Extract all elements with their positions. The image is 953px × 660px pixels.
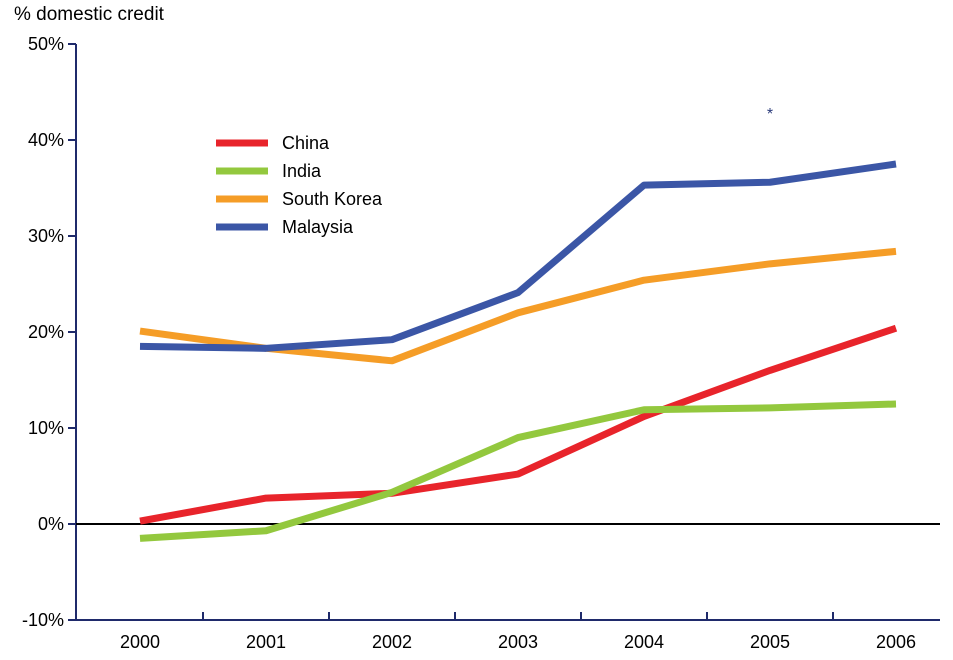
annotation-asterisk: * <box>767 106 773 123</box>
legend-label: China <box>282 133 330 153</box>
y-tick-label: 0% <box>38 514 64 534</box>
y-tick-label: 30% <box>28 226 64 246</box>
y-tick-label: 50% <box>28 34 64 54</box>
x-tick-label: 2000 <box>120 632 160 652</box>
series-line-china <box>139 324 898 525</box>
y-tick-label: 10% <box>28 418 64 438</box>
series-line-india <box>139 400 897 542</box>
x-tick-label: 2006 <box>876 632 916 652</box>
x-tick-label: 2004 <box>624 632 664 652</box>
series-line-south-korea <box>139 247 897 365</box>
y-axis-title: % domestic credit <box>14 4 164 25</box>
legend-label: Malaysia <box>282 217 354 237</box>
series-line-malaysia <box>139 160 897 352</box>
legend: China India South Korea Malaysia <box>216 133 383 237</box>
y-tick-label: 20% <box>28 322 64 342</box>
y-tick-label: 40% <box>28 130 64 150</box>
axes: -10% 0% 10% 20% 30% 40% 50% 2000 2001 2002 2003 200… <box>22 34 940 652</box>
series-lines <box>139 160 898 542</box>
x-tick-label: 2002 <box>372 632 412 652</box>
x-tick-label: 2005 <box>750 632 790 652</box>
legend-label: India <box>282 161 322 181</box>
x-tick-label: 2003 <box>498 632 538 652</box>
x-tick-label: 2001 <box>246 632 286 652</box>
annotations: * <box>767 106 773 123</box>
legend-label: South Korea <box>282 189 383 209</box>
y-tick-label: -10% <box>22 610 64 630</box>
